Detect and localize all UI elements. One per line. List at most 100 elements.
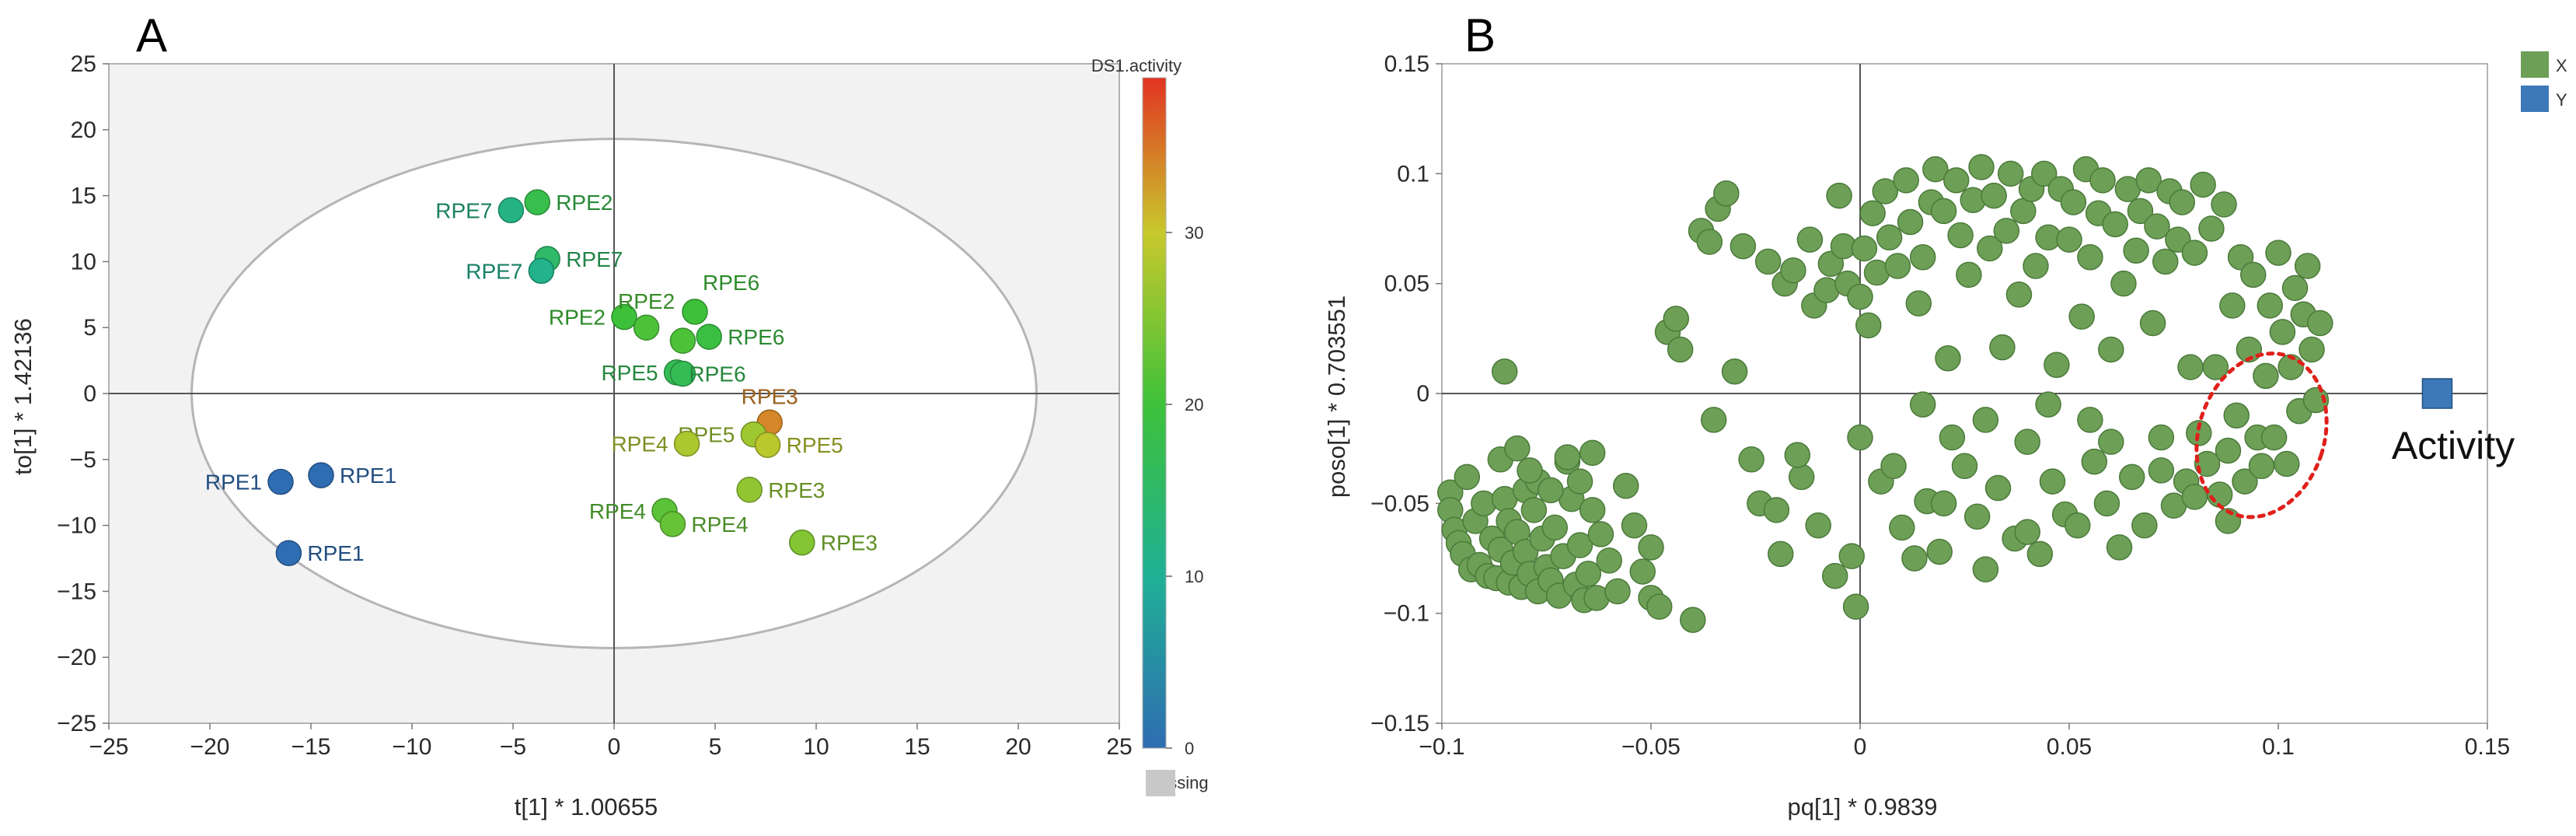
variable-point — [1905, 290, 1932, 317]
variable-point — [1796, 226, 1824, 253]
variable-point — [1889, 514, 1915, 541]
colorbar-tick-label: 20 — [1185, 395, 1203, 415]
variable-point — [1517, 457, 1543, 484]
variable-point — [1566, 532, 1593, 558]
variable-point — [2065, 512, 2091, 539]
sample-label: RPE4 — [691, 512, 748, 537]
sample-label: RPE4 — [611, 432, 668, 456]
panel-b-y-tick-label: 0.05 — [1384, 271, 1429, 297]
variable-point — [2127, 198, 2154, 225]
activity-point — [2421, 378, 2453, 409]
variable-point — [2077, 243, 2103, 271]
variable-point — [2302, 387, 2330, 414]
variable-point — [2281, 275, 2309, 302]
sample-point — [528, 257, 555, 285]
sample-label: RPE7 — [566, 247, 623, 271]
variable-point — [2299, 336, 2325, 363]
variable-point — [1847, 424, 1873, 451]
variable-point — [2194, 450, 2221, 477]
variable-point — [2030, 160, 2058, 187]
variable-point — [1696, 229, 1723, 255]
variable-point — [2068, 303, 2095, 330]
variable-point — [1826, 182, 1852, 209]
variable-point — [1579, 439, 1606, 467]
sample-label: RPE6 — [728, 325, 784, 349]
variable-point — [1838, 543, 1865, 569]
sample-label: RPE1 — [307, 541, 364, 565]
panel-a-x-axis-label: t[1] * 1.00655 — [515, 793, 658, 820]
variable-point — [1989, 334, 2016, 361]
variable-point — [1491, 358, 1518, 385]
panel-a-y-tick-label: −10 — [57, 513, 96, 539]
variable-point — [1721, 358, 1748, 385]
legend-swatch — [2521, 51, 2549, 78]
variable-point — [2131, 512, 2158, 539]
variable-point — [1541, 514, 1569, 541]
variable-point — [2135, 167, 2162, 194]
variable-point — [2294, 253, 2321, 279]
variable-point — [1851, 235, 1878, 262]
panel-b-label: B — [1464, 9, 1496, 61]
variable-point — [1842, 593, 1869, 620]
variable-point — [1730, 233, 1757, 260]
variable-point — [1968, 154, 1995, 180]
variable-point — [1922, 156, 1949, 183]
variable-point — [2232, 468, 2258, 495]
variable-point — [1821, 562, 1848, 589]
sample-label: RPE5 — [787, 433, 843, 457]
panel-a-y-tick-label: −25 — [57, 711, 96, 736]
variable-point — [2060, 189, 2087, 215]
variable-point — [1972, 556, 1999, 582]
sample-label: RPE6 — [703, 271, 759, 295]
sample-point — [611, 303, 637, 331]
panel-b-x-axis-label: pq[1] * 0.9839 — [1787, 793, 1937, 820]
variable-point — [2056, 226, 2082, 253]
panel-a-x-tick-label: 0 — [608, 734, 621, 760]
variable-point — [1926, 538, 1953, 565]
sample-point — [669, 360, 696, 387]
sample-label: RPE1 — [340, 463, 396, 488]
sample-point — [267, 468, 294, 495]
panel-a-x-tick-label: −5 — [500, 734, 526, 760]
panel-a-y-tick-label: 20 — [71, 117, 96, 143]
variable-point — [2219, 292, 2246, 319]
panel-a-y-tick-label: 5 — [83, 315, 96, 341]
variable-point — [1646, 593, 1673, 620]
variable-point — [1847, 283, 1873, 310]
variable-point — [2081, 448, 2108, 475]
sample-label: RPE5 — [601, 361, 658, 385]
sample-point — [754, 432, 781, 458]
variable-point — [2148, 457, 2175, 484]
variable-point — [2098, 428, 2124, 455]
panel-a-x-tick-label: 20 — [1005, 734, 1031, 760]
variable-point — [1880, 453, 1907, 480]
variable-point — [1993, 218, 2020, 244]
panel-b-x-tick-label: −0.05 — [1621, 734, 1681, 760]
legend-label: Y — [2556, 90, 2567, 110]
variable-point — [1638, 534, 1664, 561]
panel-b-y-tick-label: −0.05 — [1370, 491, 1429, 516]
variable-point — [2215, 508, 2242, 534]
variable-point — [1520, 497, 1548, 523]
sample-point — [633, 314, 660, 341]
panel-a-y-tick-label: 15 — [71, 184, 96, 209]
panel-b-x-tick-label: 0.05 — [2047, 734, 2092, 760]
variable-point — [2118, 463, 2145, 491]
sample-point — [669, 327, 696, 354]
variable-point — [2093, 490, 2120, 517]
variable-point — [2190, 171, 2216, 198]
variable-point — [1997, 160, 2024, 187]
variable-point — [2123, 237, 2149, 264]
variable-point — [1981, 182, 2007, 209]
variable-point — [1939, 424, 1966, 451]
sample-label: RPE3 — [742, 384, 798, 408]
variable-point — [1956, 261, 1982, 289]
variable-point — [2265, 240, 2292, 266]
variable-point — [2239, 261, 2267, 289]
variable-point — [2102, 211, 2128, 238]
panel-a-label: A — [136, 9, 167, 61]
panel-b-y-tick-label: 0.1 — [1397, 161, 1429, 187]
panel-a-y-tick-label: −20 — [57, 645, 96, 670]
sample-label: RPE7 — [435, 198, 492, 222]
